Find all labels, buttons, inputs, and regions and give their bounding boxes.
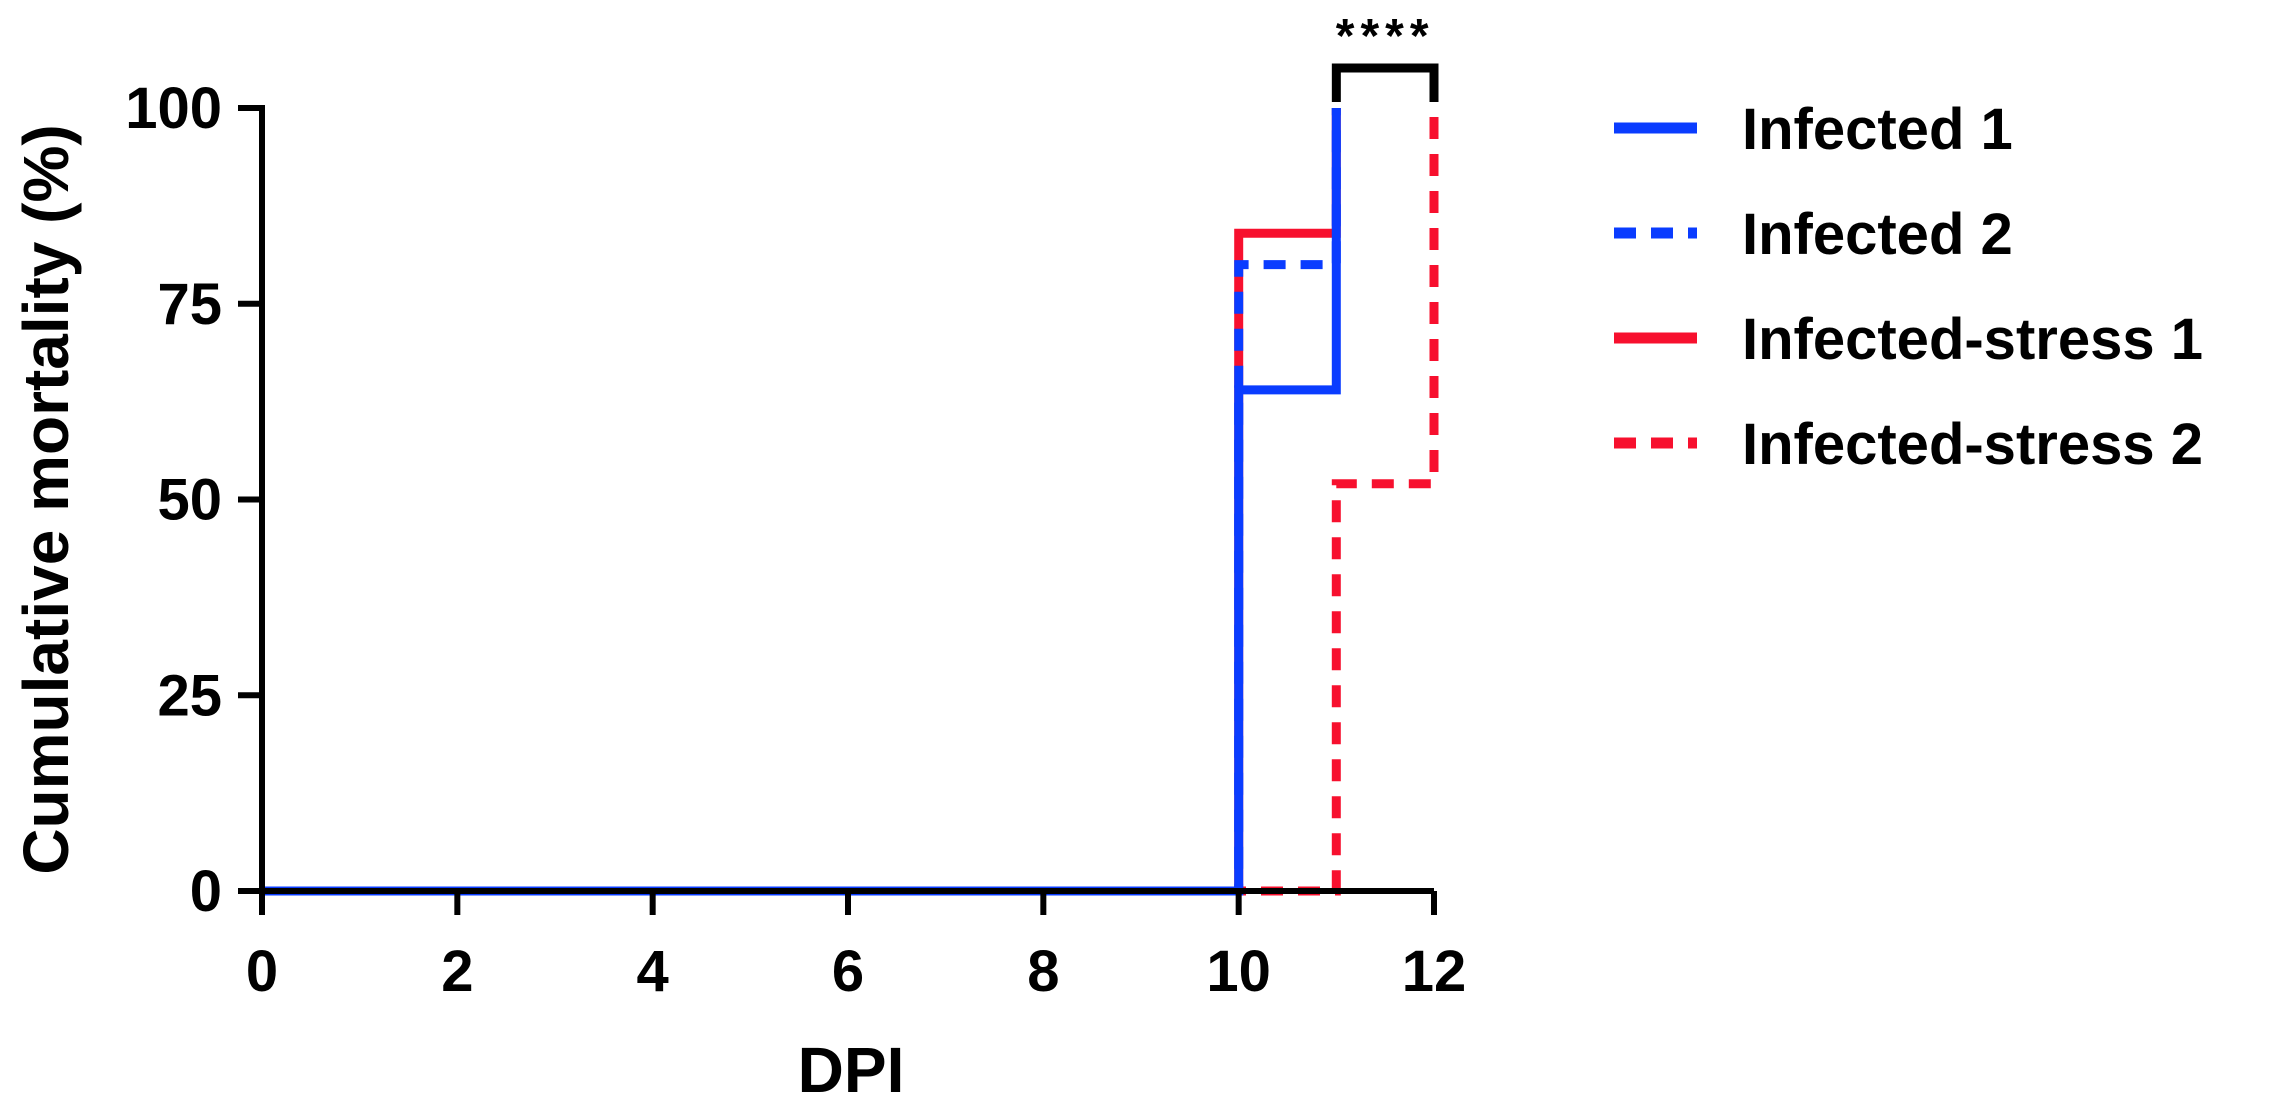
series-line-infected-stress-2 — [262, 108, 1439, 896]
series-line-infected-1 — [262, 108, 1341, 896]
significance-bracket — [1331, 63, 1439, 102]
y-tick-label-25: 25 — [157, 663, 222, 728]
x-tick-label-2: 2 — [441, 939, 473, 1004]
annotation-layer: **** — [1331, 10, 1439, 102]
y-axis-title: Cumulative mortality (%) — [10, 124, 82, 874]
series-line-infected-2 — [262, 108, 1341, 896]
series-layer — [262, 108, 1439, 896]
axes-layer: 0 2 4 6 8 10 12 0 25 50 75 100 DPI Cumulative mortali… — [10, 76, 1466, 1106]
y-tick-label-50: 50 — [157, 468, 222, 533]
legend-label-infected-stress-1: Infected-stress 1 — [1742, 307, 2203, 372]
legend: Infected 1 Infected 2 Infected-stress 1 Inf… — [1614, 97, 2203, 477]
legend-label-infected-2: Infected 2 — [1742, 202, 2013, 267]
legend-label-infected-stress-2: Infected-stress 2 — [1742, 412, 2203, 477]
x-tick-label-8: 8 — [1027, 939, 1059, 1004]
y-tick-label-100: 100 — [125, 76, 222, 141]
y-tick-label-75: 75 — [157, 272, 222, 337]
y-tick-label-0: 0 — [190, 859, 222, 924]
x-tick-label-0: 0 — [246, 939, 278, 1004]
x-tick-label-10: 10 — [1206, 939, 1271, 1004]
x-tick-label-4: 4 — [637, 939, 669, 1004]
significance-label: **** — [1336, 10, 1435, 63]
x-axis-title: DPI — [798, 1034, 905, 1106]
x-tick-label-12: 12 — [1402, 939, 1467, 1004]
x-tick-label-6: 6 — [832, 939, 864, 1004]
legend-label-infected-1: Infected 1 — [1742, 97, 2013, 162]
series-line-infected-stress-1 — [262, 108, 1341, 896]
